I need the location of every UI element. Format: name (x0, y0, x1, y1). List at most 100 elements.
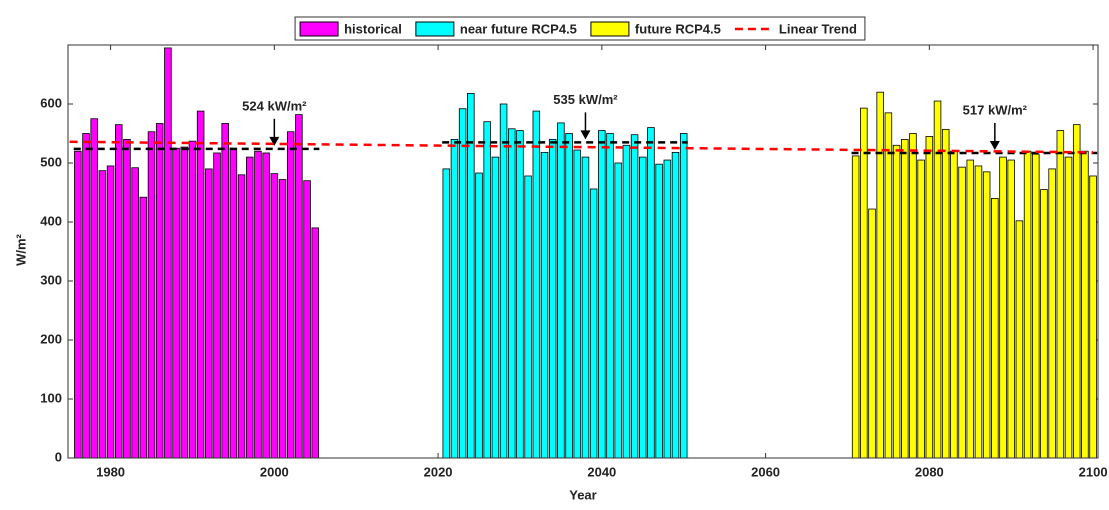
bar (655, 163, 663, 459)
bar (982, 171, 991, 459)
bar (450, 138, 459, 459)
bar (278, 179, 287, 459)
bar (606, 133, 614, 459)
bar (622, 144, 631, 459)
bar (1072, 124, 1081, 459)
bar (925, 136, 934, 459)
bar (246, 156, 254, 459)
bar (614, 162, 622, 459)
bar (196, 110, 205, 459)
x-tick-label: 2060 (751, 464, 780, 479)
bar (188, 140, 197, 459)
bar (221, 123, 229, 459)
bar (647, 127, 655, 459)
bar (229, 147, 238, 459)
y-tick-label: 0 (55, 449, 62, 464)
bar (442, 168, 451, 459)
bar (581, 156, 590, 459)
bar (532, 110, 541, 459)
bar (991, 197, 999, 459)
bar (98, 170, 107, 459)
legend-label: future RCP4.5 (635, 21, 721, 36)
bar (941, 128, 950, 459)
bar (950, 150, 958, 459)
x-tick-label: 1980 (96, 464, 125, 479)
bar (851, 155, 860, 459)
y-tick-label: 100 (40, 390, 62, 405)
bar (524, 175, 532, 459)
bar (303, 180, 311, 459)
bar (1023, 150, 1032, 459)
bar (164, 47, 172, 459)
arrow-head (989, 140, 1000, 150)
bar (172, 147, 180, 459)
bar (540, 151, 549, 459)
bar (671, 151, 680, 459)
bar (589, 188, 598, 459)
bar (516, 130, 524, 459)
bar (1040, 189, 1048, 459)
bar (868, 208, 876, 459)
bar (892, 144, 901, 459)
bar (1048, 168, 1056, 459)
bar (115, 124, 123, 459)
mean-label: 535 kW/m² (553, 92, 618, 107)
bar (82, 133, 90, 459)
bar (499, 103, 508, 459)
bar (598, 130, 606, 459)
legend-label: Linear Trend (779, 21, 857, 36)
bar (458, 108, 467, 459)
bar (1056, 130, 1065, 459)
bar (663, 159, 672, 459)
y-tick-label: 200 (40, 331, 62, 346)
bar (286, 131, 295, 459)
bar (123, 138, 131, 459)
bar (491, 156, 500, 459)
bar (90, 118, 98, 459)
bar (74, 150, 82, 459)
bar (106, 165, 115, 459)
bar (917, 159, 925, 459)
bar (933, 100, 942, 459)
legend-swatch (415, 21, 455, 37)
x-tick-label: 2080 (915, 464, 944, 479)
bar (884, 112, 893, 459)
bar (876, 91, 884, 459)
bar (860, 107, 868, 459)
mean-label: 524 kW/m² (242, 98, 307, 113)
bar (139, 196, 148, 459)
bar (1064, 156, 1073, 459)
legend-label: near future RCP4.5 (460, 21, 577, 36)
x-tick-label: 2000 (260, 464, 289, 479)
trend-line (69, 140, 1094, 154)
arrow-head (580, 130, 591, 140)
bar (213, 152, 221, 459)
y-tick-label: 400 (40, 213, 62, 228)
bar (679, 133, 688, 459)
y-tick-label: 300 (40, 272, 62, 287)
bar (565, 133, 573, 459)
bar (237, 174, 246, 459)
bar (131, 167, 139, 459)
legend-label: historical (344, 21, 402, 36)
bar (311, 227, 320, 459)
y-tick-label: 600 (40, 95, 62, 110)
bar (270, 173, 279, 459)
bar (155, 123, 164, 459)
plot-frame (67, 44, 1099, 459)
x-axis-label: Year (569, 487, 596, 502)
bar (1007, 159, 1015, 459)
bar (1089, 175, 1097, 459)
x-tick-label: 2100 (1079, 464, 1108, 479)
bar (557, 122, 565, 459)
bar (548, 138, 557, 459)
bar (262, 152, 270, 459)
bar (205, 168, 213, 459)
bar (483, 121, 491, 459)
legend: historical near future RCP4.5 future RCP4.… (294, 16, 866, 41)
bar (254, 150, 262, 459)
legend-swatch (590, 21, 630, 37)
arrow-head (269, 136, 280, 146)
bar (1032, 153, 1040, 459)
